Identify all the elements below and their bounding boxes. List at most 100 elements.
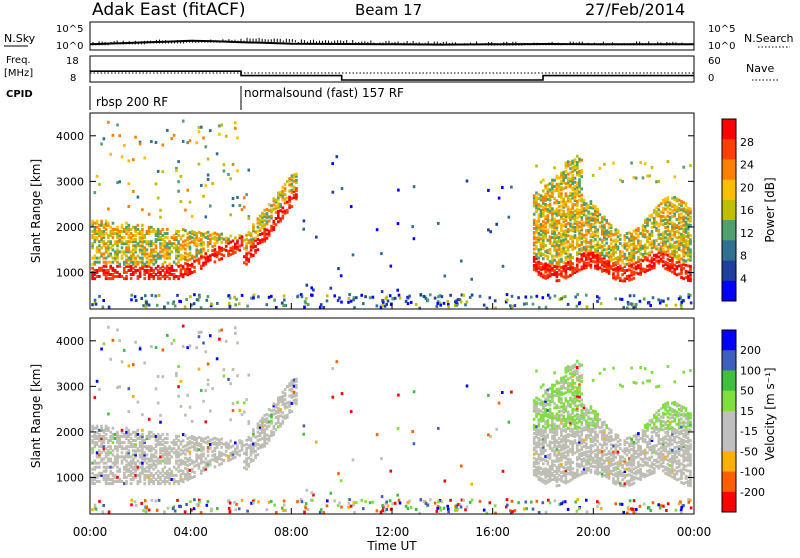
power-cell	[542, 274, 545, 277]
velocity-cell	[547, 393, 550, 396]
power-cell	[234, 303, 237, 306]
velocity-cell	[193, 471, 196, 474]
power-cell	[658, 204, 661, 207]
power-cell	[145, 301, 148, 304]
velocity-cell	[112, 449, 115, 452]
power-cell	[614, 297, 617, 300]
power-cell	[389, 294, 392, 297]
velocity-cell	[116, 431, 119, 434]
power-cell	[685, 260, 688, 263]
power-cell	[137, 196, 140, 199]
power-cell	[282, 186, 285, 189]
power-cell	[434, 297, 437, 300]
velocity-cell	[558, 425, 561, 428]
velocity-cell	[234, 332, 237, 335]
power-cell	[107, 121, 110, 124]
power-cell	[176, 294, 179, 297]
power-cell	[624, 269, 627, 272]
velocity-cell	[540, 471, 543, 474]
power-cell	[193, 293, 196, 296]
power-cell	[286, 197, 289, 200]
velocity-cell	[139, 462, 142, 465]
power-cell	[585, 246, 588, 249]
velocity-cell	[209, 334, 212, 337]
velocity-cell	[553, 415, 556, 418]
power-cell	[587, 229, 590, 232]
power-cell	[177, 230, 180, 233]
power-cell	[553, 259, 556, 262]
cpid-label: CPID	[6, 89, 33, 100]
y-tick-label: 1000	[56, 267, 84, 280]
velocity-cell	[574, 451, 577, 454]
power-cell	[567, 222, 570, 225]
power-cell	[644, 219, 647, 222]
power-cell	[348, 297, 351, 300]
power-cell	[241, 294, 244, 297]
power-cell	[195, 141, 198, 144]
frequency-line	[90, 71, 694, 80]
power-cell	[558, 269, 561, 272]
velocity-cell	[128, 387, 131, 390]
power-cell	[525, 296, 528, 299]
power-cell	[284, 193, 287, 196]
velocity-cell	[558, 437, 561, 440]
power-cell	[682, 234, 685, 237]
velocity-cell	[186, 458, 189, 461]
velocity-cell	[152, 433, 155, 436]
velocity-cell	[107, 474, 110, 477]
velocity-cell	[132, 453, 135, 456]
power-cell	[112, 244, 115, 247]
power-cell	[205, 215, 208, 218]
power-cell	[263, 223, 266, 226]
power-cell	[413, 185, 416, 188]
velocity-cell	[535, 466, 538, 469]
power-cell	[603, 216, 606, 219]
power-cell	[198, 249, 201, 252]
power-cell	[150, 248, 153, 251]
velocity-cell	[186, 447, 189, 450]
velocity-cell	[565, 428, 568, 431]
power-cell	[220, 233, 223, 236]
power-cell	[112, 257, 115, 260]
velocity-cell	[540, 428, 543, 431]
colorbar-tick-label: 20	[740, 181, 754, 194]
power-cell	[100, 246, 103, 249]
power-cell	[689, 238, 692, 241]
power-cell	[218, 246, 221, 249]
power-cell	[177, 240, 180, 243]
velocity-cell	[121, 360, 124, 363]
power-cell	[146, 253, 149, 256]
power-cell	[547, 204, 550, 207]
power-cell	[685, 217, 688, 220]
power-cell	[277, 210, 280, 213]
velocity-cell	[166, 470, 169, 473]
colorbar-tick-label: 28	[740, 136, 754, 149]
power-cell	[302, 228, 305, 231]
velocity-cell	[164, 458, 167, 461]
power-cell	[128, 182, 131, 185]
velocity-cell	[209, 439, 212, 442]
velocity-cell	[248, 374, 251, 377]
power-cell	[420, 293, 423, 296]
power-cell	[284, 183, 287, 186]
velocity-cell	[236, 451, 239, 454]
velocity-cell	[282, 391, 285, 394]
velocity-cell	[553, 450, 556, 453]
velocity-cell	[200, 389, 203, 392]
power-cell	[162, 228, 165, 231]
velocity-cell	[177, 464, 180, 467]
power-cell	[114, 240, 117, 243]
velocity-cell	[198, 463, 201, 466]
power-cell	[112, 248, 115, 251]
power-cell	[675, 304, 678, 307]
power-cell	[96, 230, 99, 233]
velocity-cell	[542, 425, 545, 428]
power-cell	[134, 226, 137, 229]
power-cell	[533, 231, 536, 234]
power-cell	[603, 244, 606, 247]
power-cell	[159, 209, 162, 212]
velocity-cell	[549, 408, 552, 411]
power-cell	[439, 304, 442, 307]
velocity-cell	[198, 436, 201, 439]
power-cell	[173, 234, 176, 237]
